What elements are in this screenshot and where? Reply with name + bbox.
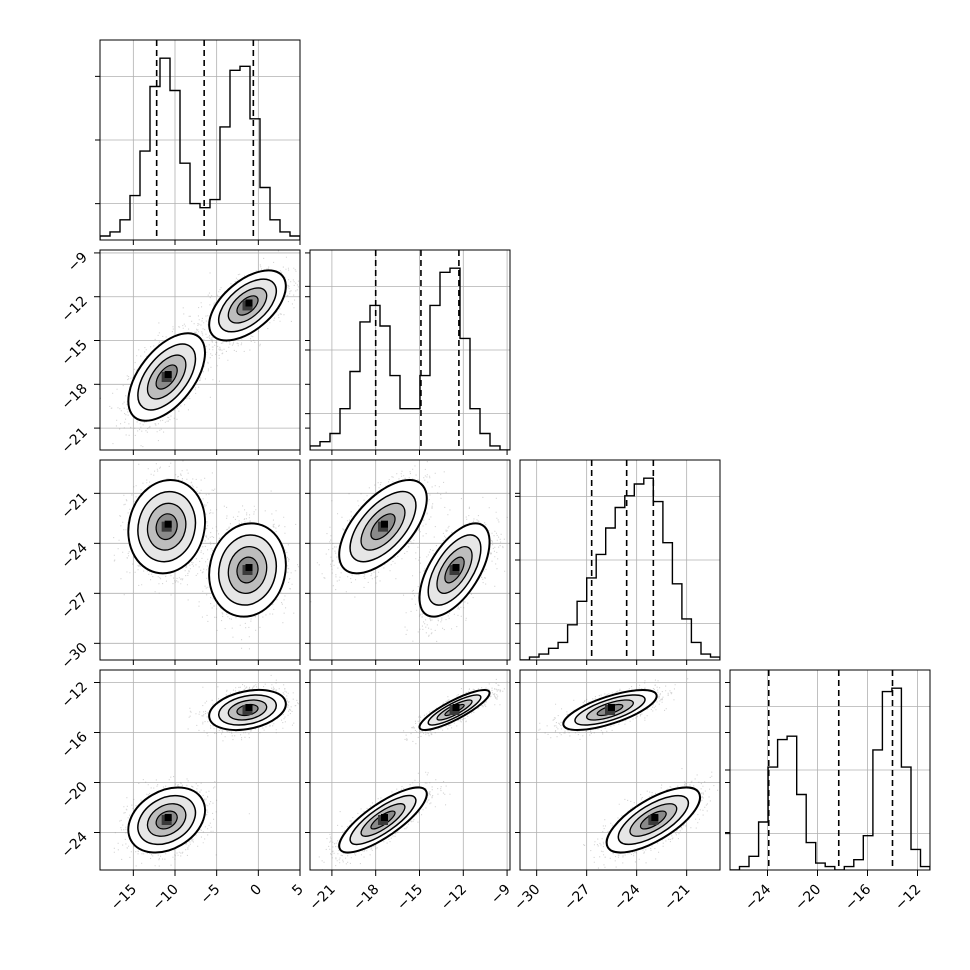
panel-content (310, 670, 510, 870)
panel-content (520, 670, 720, 870)
y-tick-label: −18 (59, 381, 91, 413)
marginal-content (730, 670, 930, 870)
histogram-step (100, 57, 300, 240)
marginal-0 (95, 40, 300, 240)
density-peak (608, 704, 615, 711)
x-tick-label: −30 (511, 882, 543, 914)
x-tick-label: −9 (488, 882, 514, 908)
panel-3-0 (100, 670, 300, 870)
y-tick-label: −21 (59, 490, 91, 522)
x-tick-label: −21 (307, 882, 339, 914)
histogram-step (520, 477, 720, 660)
density-peak (380, 520, 388, 528)
x-tick-label: −12 (892, 882, 924, 914)
x-tick-label: −21 (661, 882, 693, 914)
histogram-step (310, 267, 510, 450)
x-tick-label: 0 (248, 882, 266, 900)
x-tick-label: −24 (611, 881, 643, 913)
density-peak (380, 814, 388, 821)
histogram-step (730, 687, 930, 870)
x-tick-label: 5 (289, 882, 307, 900)
density-peak (452, 704, 460, 711)
x-tick-label: −18 (350, 882, 382, 914)
density-peak (245, 564, 253, 571)
y-tick-label: −24 (59, 540, 91, 572)
y-tick-label: −24 (59, 829, 91, 861)
y-tick-label: −9 (65, 249, 91, 275)
marginal-content (310, 250, 510, 450)
panel-2-1 (310, 460, 510, 660)
x-tick-label: −24 (742, 881, 774, 913)
density-peak (651, 814, 659, 821)
x-tick-label: −20 (792, 882, 824, 914)
density-peak (452, 564, 460, 571)
panel-content (100, 460, 300, 660)
y-tick-label: −20 (59, 779, 91, 811)
marginal-2 (515, 460, 720, 660)
panel-content (100, 670, 300, 870)
marginal-content (520, 460, 720, 660)
panel-1-0 (100, 250, 300, 450)
x-tick-label: −10 (150, 882, 182, 914)
density-peak (164, 520, 172, 528)
x-tick-label: −15 (108, 882, 140, 914)
density-peak (164, 371, 172, 379)
marginal-frame (729, 669, 931, 871)
marginal-content (100, 40, 300, 240)
panel-3-1 (310, 670, 510, 870)
x-tick-label: −15 (394, 882, 426, 914)
marginal-3 (725, 670, 930, 870)
marginal-1 (305, 250, 510, 450)
density-peak (164, 814, 172, 821)
panel-frame (309, 669, 511, 871)
y-tick-label: −15 (59, 337, 91, 369)
panel-3-2 (520, 670, 720, 870)
y-tick-label: −30 (59, 640, 91, 672)
panel-content (100, 250, 300, 450)
x-tick-label: −5 (198, 882, 224, 908)
y-tick-label: −21 (59, 425, 91, 457)
x-tick-label: −16 (842, 881, 874, 913)
y-tick-label: −12 (59, 293, 91, 325)
panel-frame (99, 249, 301, 451)
panel-2-0 (100, 460, 300, 660)
panel-frame (99, 459, 301, 661)
panel-frame (309, 459, 511, 661)
density-peak (245, 704, 253, 711)
y-tick-label: −16 (59, 729, 91, 761)
x-tick-label: −27 (561, 882, 593, 914)
panel-content (310, 460, 510, 660)
y-tick-label: −27 (59, 590, 91, 622)
panel-frame (99, 669, 301, 871)
x-tick-label: −12 (438, 882, 470, 914)
y-tick-label: −12 (59, 679, 91, 711)
marginal-frame (519, 459, 721, 661)
marginal-frame (99, 39, 301, 241)
marginal-frame (309, 249, 511, 451)
density-peak (245, 299, 253, 307)
panel-frame (519, 669, 721, 871)
